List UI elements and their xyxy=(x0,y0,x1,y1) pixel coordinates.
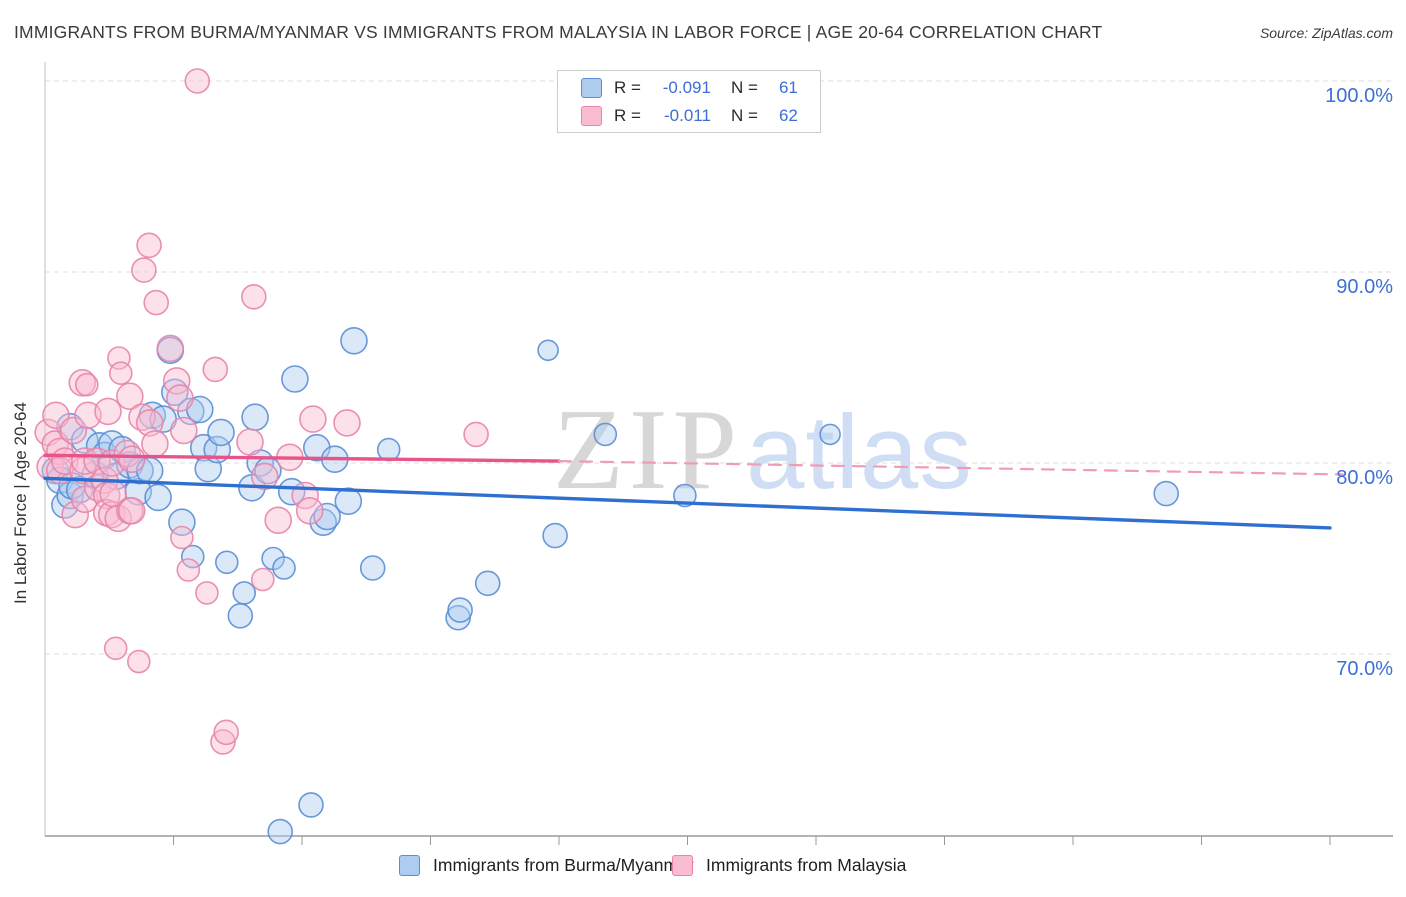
scatter-point-malaysia[interactable] xyxy=(170,416,198,445)
scatter-point-malaysia[interactable] xyxy=(116,382,144,411)
scatter-point-burma[interactable] xyxy=(272,556,296,580)
scatter-point-malaysia[interactable] xyxy=(299,405,327,433)
watermark-zip: ZIP xyxy=(553,386,742,514)
scatter-point-burma[interactable] xyxy=(71,426,99,454)
scatter-point-malaysia[interactable] xyxy=(75,372,99,397)
scatter-point-burma[interactable] xyxy=(232,581,256,605)
n-value-burma: 61 xyxy=(778,77,798,97)
burma-series-swatch xyxy=(399,854,420,876)
scatter-point-malaysia[interactable] xyxy=(109,361,133,386)
scatter-point-malaysia[interactable] xyxy=(195,581,219,605)
scatter-point-malaysia[interactable] xyxy=(117,445,146,474)
scatter-point-malaysia[interactable] xyxy=(236,428,264,456)
scatter-point-malaysia[interactable] xyxy=(136,232,162,259)
n-label: N = xyxy=(730,77,758,97)
scatter-point-malaysia[interactable] xyxy=(213,719,239,746)
scatter-point-burma[interactable] xyxy=(340,326,368,355)
scatter-point-malaysia[interactable] xyxy=(135,409,164,437)
y-tick-100: 100.0% xyxy=(1325,85,1393,107)
scatter-point-burma[interactable] xyxy=(313,502,341,531)
scatter-point-malaysia[interactable] xyxy=(42,401,70,430)
scatter-point-malaysia[interactable] xyxy=(141,430,169,458)
scatter-point-burma[interactable] xyxy=(281,365,309,393)
scatter-point-burma[interactable] xyxy=(207,418,235,447)
scatter-point-burma[interactable] xyxy=(181,544,205,569)
correlation-legend-box: R = -0.091 N = 61 R = -0.011 N = 62 xyxy=(557,70,821,133)
y-tick-80: 80.0% xyxy=(1336,467,1393,489)
scatter-point-malaysia[interactable] xyxy=(250,462,279,491)
r-label: R = xyxy=(614,77,641,97)
source-attribution: Source: ZipAtlas.com xyxy=(1259,25,1393,41)
n-value-malaysia: 62 xyxy=(778,105,798,125)
scatter-point-burma[interactable] xyxy=(474,570,501,597)
trend-line-malaysia xyxy=(43,453,561,463)
y-tick-70: 70.0% xyxy=(1336,658,1393,680)
scatter-point-malaysia[interactable] xyxy=(131,257,157,283)
scatter-point-malaysia[interactable] xyxy=(103,636,128,661)
burma-series-swatch xyxy=(581,77,602,98)
scatter-point-malaysia[interactable] xyxy=(117,496,146,525)
trend-line-malaysia xyxy=(557,459,1344,476)
y-axis-title: In Labor Force | Age 20-64 xyxy=(11,402,30,604)
chart-title: IMMIGRANTS FROM BURMA/MYANMAR VS IMMIGRA… xyxy=(14,22,1103,42)
scatter-point-burma[interactable] xyxy=(334,487,363,516)
scatter-point-burma[interactable] xyxy=(241,403,269,432)
scatter-point-malaysia[interactable] xyxy=(463,421,489,448)
watermark: ZIPatlas xyxy=(553,392,973,508)
scatter-point-burma[interactable] xyxy=(267,818,294,845)
footer-legend-item-burma[interactable]: Immigrants from Burma/Myanmar xyxy=(399,851,694,879)
scatter-point-malaysia[interactable] xyxy=(250,567,275,592)
n-label: N = xyxy=(730,105,758,125)
scatter-point-burma[interactable] xyxy=(298,792,324,818)
scatter-point-burma[interactable] xyxy=(537,339,559,362)
scatter-point-malaysia[interactable] xyxy=(143,289,169,316)
legend-row-malaysia: R = -0.011 N = 62 xyxy=(558,104,820,128)
scatter-point-burma[interactable] xyxy=(215,550,239,575)
scatter-point-malaysia[interactable] xyxy=(210,729,236,755)
y-tick-90: 90.0% xyxy=(1336,276,1393,298)
scatter-point-malaysia[interactable] xyxy=(94,397,122,426)
footer-legend-label: Immigrants from Malaysia xyxy=(706,854,907,875)
scatter-point-burma[interactable] xyxy=(819,423,841,446)
scatter-point-burma[interactable] xyxy=(144,483,172,512)
scatter-point-malaysia[interactable] xyxy=(176,558,201,582)
malaysia-series-swatch xyxy=(581,105,602,126)
scatter-point-burma[interactable] xyxy=(542,522,568,549)
scatter-point-burma[interactable] xyxy=(227,602,254,629)
scatter-point-burma[interactable] xyxy=(359,555,386,581)
scatter-point-malaysia[interactable] xyxy=(127,649,151,674)
scatter-point-malaysia[interactable] xyxy=(61,500,89,529)
scatter-point-burma[interactable] xyxy=(1153,480,1179,507)
r-label: R = xyxy=(614,105,641,125)
scatter-point-malaysia[interactable] xyxy=(202,356,229,383)
scatter-point-burma[interactable] xyxy=(593,422,618,447)
scatter-point-malaysia[interactable] xyxy=(162,367,191,395)
scatter-point-malaysia[interactable] xyxy=(59,416,88,445)
watermark-atlas: atlas xyxy=(746,394,973,511)
scatter-point-malaysia[interactable] xyxy=(166,384,194,412)
r-value-malaysia: -0.011 xyxy=(663,105,711,125)
footer-legend-item-malaysia[interactable]: Immigrants from Malaysia xyxy=(672,851,906,879)
scatter-point-burma[interactable] xyxy=(376,437,401,462)
malaysia-series-swatch xyxy=(672,854,693,876)
scatter-point-burma[interactable] xyxy=(673,483,697,508)
r-value-burma: -0.091 xyxy=(662,77,711,97)
scatter-point-malaysia[interactable] xyxy=(170,525,194,550)
footer-legend: Immigrants from Burma/Myanmar Immigrants… xyxy=(0,845,1406,885)
scatter-point-malaysia[interactable] xyxy=(264,506,293,535)
scatter-point-malaysia[interactable] xyxy=(68,368,97,397)
scatter-point-malaysia[interactable] xyxy=(184,68,211,94)
trend-line-burma xyxy=(43,476,1332,530)
footer-legend-label: Immigrants from Burma/Myanmar xyxy=(433,854,694,875)
scatter-point-burma[interactable] xyxy=(447,597,473,623)
scatter-point-malaysia[interactable] xyxy=(295,496,324,525)
legend-row-burma: R = -0.091 N = 61 xyxy=(558,76,820,100)
scatter-point-malaysia[interactable] xyxy=(241,283,267,310)
scatter-point-malaysia[interactable] xyxy=(333,409,361,437)
scatter-point-malaysia[interactable] xyxy=(156,334,185,363)
